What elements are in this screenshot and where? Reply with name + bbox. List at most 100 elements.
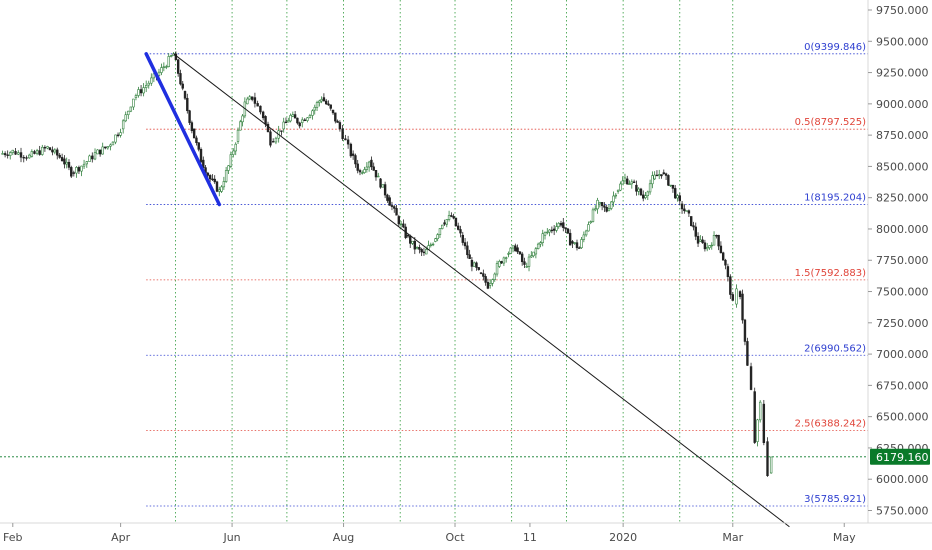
candle-body (181, 83, 184, 89)
candle-body (150, 77, 153, 84)
candle-body (48, 147, 52, 151)
candle-body (261, 111, 265, 119)
candle-body (222, 181, 226, 188)
candle-body (694, 226, 697, 237)
candle-body (491, 279, 494, 284)
candle-body (721, 252, 725, 261)
candle-body (390, 205, 394, 207)
candle-body (269, 131, 272, 146)
candle-body (651, 175, 654, 185)
candle-body (509, 247, 512, 254)
candle-body (422, 251, 426, 254)
candle-body (147, 82, 150, 86)
candle-body (30, 151, 34, 157)
candle-body (516, 247, 519, 253)
candle-body (479, 272, 483, 274)
candle-body (482, 273, 485, 277)
candle-body (218, 189, 221, 192)
candle-body (741, 293, 744, 321)
candle-body (605, 206, 608, 212)
candle-body (712, 235, 716, 246)
candle-body (176, 59, 180, 74)
y-tick-label: 7000.000 (876, 348, 929, 361)
candle-body (616, 189, 620, 192)
candle-body (557, 223, 560, 227)
candle-body (746, 341, 749, 366)
candle-body (192, 128, 196, 139)
candle-body (674, 188, 677, 199)
candle-body (383, 184, 387, 196)
candle-body (603, 205, 606, 208)
candle-body (699, 239, 702, 242)
x-tick-label: Mar (722, 531, 743, 544)
candle-body (134, 95, 138, 98)
candle-body (447, 215, 451, 220)
candle-body (132, 98, 135, 108)
candle-body (33, 151, 36, 154)
candle-body (653, 174, 656, 180)
candle-body (56, 149, 59, 156)
candle-body (298, 122, 301, 127)
candle-body (600, 202, 604, 207)
candle-body (3, 153, 7, 156)
candle-body (356, 163, 359, 171)
candle-body (399, 223, 403, 225)
candle-body (183, 91, 187, 99)
candle-body (678, 195, 681, 202)
candle-body (58, 154, 61, 158)
candle-body (60, 157, 64, 162)
candle-body (409, 235, 412, 244)
candle-body (475, 262, 478, 268)
candle-body (705, 247, 709, 250)
candle-body (555, 226, 558, 231)
candle-body (63, 158, 66, 165)
candle-body (719, 245, 723, 254)
candle-body (411, 240, 414, 244)
x-tick-label: 11 (523, 531, 537, 544)
overlay-lines (0, 52, 868, 528)
candle-body (338, 122, 342, 130)
current-price-tag-bg (870, 448, 930, 465)
candle-body (495, 263, 499, 275)
candle-body (370, 159, 373, 168)
candle-body (450, 215, 453, 217)
candle-body (466, 245, 469, 256)
candle-body (635, 184, 638, 192)
candle-body (293, 114, 297, 119)
fib-level-label: 0.5(8797.525) (795, 117, 867, 128)
x-tick-label: Feb (3, 531, 22, 544)
candle-body (77, 167, 81, 172)
y-axis: 9750.000 9500.000 9250.000 9000.000 8750.000… (867, 0, 929, 523)
candle-body (119, 132, 122, 136)
candle-body (486, 282, 490, 289)
y-tick-label: 7500.000 (876, 286, 929, 299)
candle-body (420, 249, 423, 253)
candle-body (9, 152, 12, 156)
candle-body (610, 201, 613, 209)
candle-body (676, 195, 679, 199)
candle-body (109, 144, 112, 147)
candle-body (646, 191, 650, 197)
candle-body (91, 155, 94, 160)
candle-body (236, 129, 240, 142)
candle-body (284, 121, 288, 124)
candle-body (548, 229, 551, 233)
candle-body (687, 210, 691, 214)
candle-body (621, 180, 624, 185)
candle-body (708, 245, 711, 249)
candle-body (429, 244, 433, 246)
candle-body (195, 137, 198, 143)
candle-body (724, 259, 727, 266)
y-tick-label: 7750.000 (876, 254, 929, 267)
candle-body (743, 319, 747, 342)
candle-body (324, 100, 328, 105)
current-price-tag: 6179.160 (870, 448, 930, 465)
candle-body (354, 155, 357, 165)
candle-body (418, 247, 421, 250)
candle-body (717, 234, 720, 247)
candle-body (22, 156, 25, 159)
candle-body (511, 245, 515, 249)
candle-body (639, 188, 643, 196)
candle-body (377, 175, 380, 178)
